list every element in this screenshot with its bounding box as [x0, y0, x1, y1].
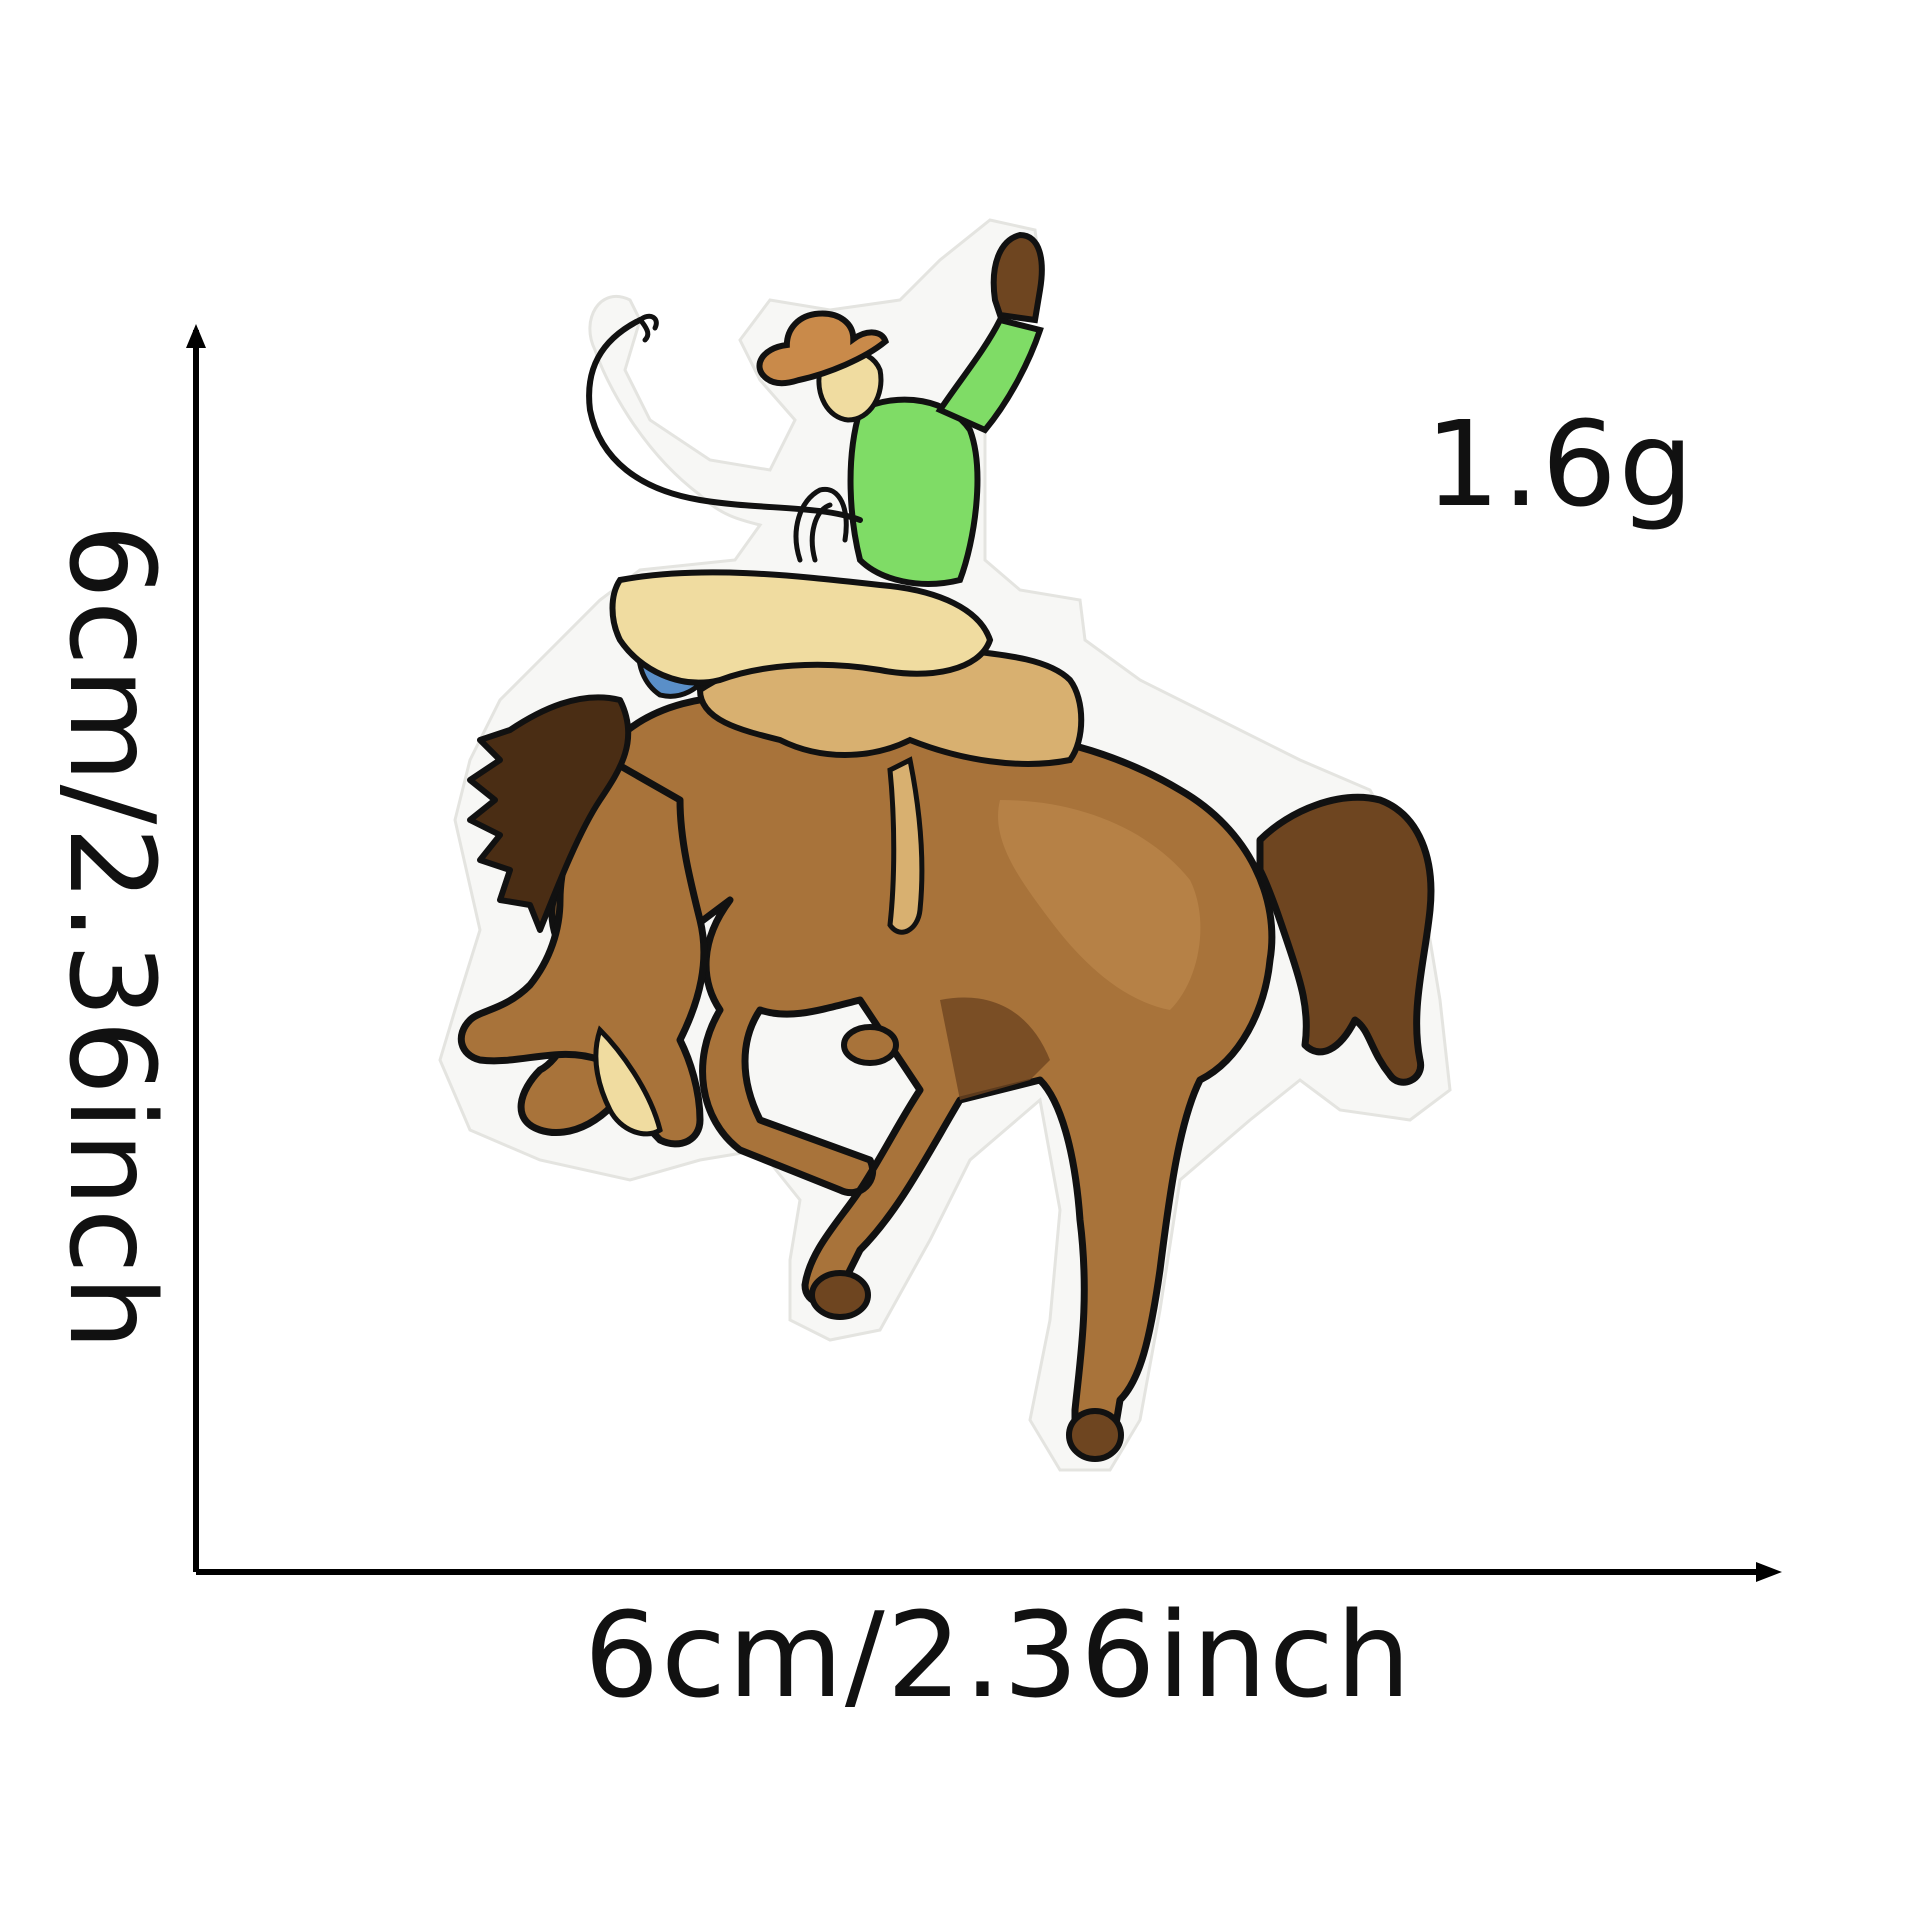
horse-shading — [998, 800, 1201, 1010]
horse-mane — [467, 694, 632, 933]
weight-label: 1.6g — [1425, 395, 1696, 533]
lasso-rope — [586, 317, 863, 523]
hoof-tucked — [841, 1024, 899, 1066]
lasso-coil — [793, 486, 849, 563]
cowboy-glove — [990, 231, 1045, 324]
horse-tail — [1256, 793, 1435, 1086]
hoof-back — [1066, 1408, 1124, 1462]
hoof-front — [809, 1270, 871, 1320]
saddle-seat — [609, 569, 994, 686]
lasso-tip — [637, 313, 659, 343]
cowboy-raised-arm — [935, 316, 1044, 434]
width-arrow-icon — [1756, 1562, 1782, 1582]
stirrup-strap — [887, 756, 925, 935]
height-arrow-icon — [186, 324, 206, 348]
horse-dark-shading — [940, 997, 1050, 1100]
horse-muzzle — [593, 1025, 663, 1137]
height-dimension-label: 6cm/2.36inch — [43, 523, 181, 1353]
width-dimension-label: 6cm/2.36inch — [584, 1586, 1413, 1724]
cowboy-hat — [756, 310, 890, 387]
